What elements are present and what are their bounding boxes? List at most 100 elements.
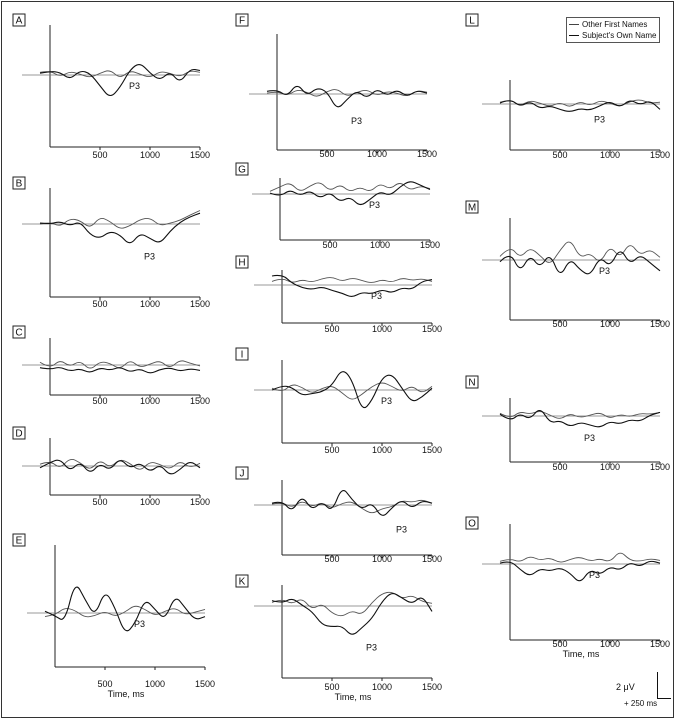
x-tick-label-o-1000: 1000	[600, 639, 620, 649]
series-subjects-own-name-m	[499, 251, 661, 275]
series-other-first-names-j	[271, 499, 433, 514]
x-tick-label-h-1000: 1000	[372, 324, 392, 334]
x-tick-label-m-500: 500	[552, 319, 567, 329]
panel-label-box-h	[235, 255, 249, 269]
x-tick-label-e-1000: 1000	[145, 679, 165, 689]
x-tick-label-c-500: 500	[92, 396, 107, 406]
p3-label-e: P3	[134, 619, 145, 629]
panel-n: N 500 1000 1500 P3	[465, 375, 670, 472]
x-tick-label-l-1000: 1000	[600, 150, 620, 160]
series-subjects-own-name-o	[499, 560, 661, 582]
panel-label-l: L	[469, 16, 475, 27]
panel-label-box-e	[12, 533, 26, 547]
x-tick-label-f-1000: 1000	[367, 149, 387, 159]
x-tick-label-a-1000: 1000	[140, 150, 160, 160]
series-subjects-own-name-k	[271, 592, 433, 635]
x-tick-label-g-500: 500	[322, 240, 337, 250]
x-tick-label-h-500: 500	[324, 324, 339, 334]
x-tick-label-n-1500: 1500	[650, 462, 670, 472]
x-tick-label-l-500: 500	[552, 150, 567, 160]
panel-a: A 500 1000 1500 P3	[12, 13, 210, 160]
x-tick-label-f-500: 500	[319, 149, 334, 159]
legend-label-subjects-own-name: Subject's Own Name	[582, 31, 657, 40]
series-other-first-names-m	[499, 241, 661, 263]
series-subjects-own-name-b	[39, 212, 201, 244]
series-subjects-own-name-d	[39, 459, 201, 475]
x-tick-label-b-1000: 1000	[140, 299, 160, 309]
panel-m: M 500 1000 1500 P3	[465, 200, 670, 329]
series-other-first-names-f	[266, 89, 428, 97]
series-subjects-own-name-c	[39, 367, 201, 374]
panel-label-j: J	[240, 469, 245, 480]
x-tick-label-m-1500: 1500	[650, 319, 670, 329]
p3-label-a: P3	[129, 81, 140, 91]
p3-label-b: P3	[144, 252, 155, 262]
x-tick-label-j-500: 500	[324, 554, 339, 564]
series-other-first-names-k	[271, 591, 433, 617]
series-other-first-names-e	[44, 605, 206, 618]
panel-label-box-o	[465, 516, 479, 530]
panel-label-box-j	[235, 466, 249, 480]
x-tick-label-l-1500: 1500	[650, 150, 670, 160]
x-tick-label-h-1500: 1500	[422, 324, 442, 334]
p3-label-f: P3	[351, 116, 362, 126]
panel-l: L 500 1000 1500 P3	[465, 13, 670, 160]
legend-swatch-subjects-own-name	[569, 35, 579, 37]
scale-bar-voltage-label: 2 μV	[616, 682, 635, 692]
panel-g: G 500 1000 1500 P3	[235, 162, 440, 250]
series-other-first-names-g	[269, 182, 431, 192]
x-tick-label-d-1000: 1000	[140, 497, 160, 507]
panel-label-b: B	[16, 179, 23, 190]
panel-label-a: A	[16, 16, 23, 27]
p3-label-n: P3	[584, 433, 595, 443]
series-subjects-own-name-l	[499, 100, 661, 112]
x-tick-label-a-1500: 1500	[190, 150, 210, 160]
panel-label-g: G	[238, 165, 246, 176]
panel-label-box-l	[465, 13, 479, 27]
panel-label-box-c	[12, 325, 26, 339]
x-tick-label-n-1000: 1000	[600, 462, 620, 472]
x-tick-label-c-1500: 1500	[190, 396, 210, 406]
scale-bar-time-label: + 250 ms	[624, 699, 658, 708]
panel-label-box-b	[12, 176, 26, 190]
legend: Other First Names Subject's Own Name	[566, 17, 660, 43]
series-subjects-own-name-g	[269, 181, 431, 206]
x-tick-label-o-500: 500	[552, 639, 567, 649]
x-tick-label-e-500: 500	[97, 679, 112, 689]
panel-j: J 500 1000 1500 P3	[235, 466, 442, 564]
p3-label-o: P3	[589, 570, 600, 580]
legend-label-other-first-names: Other First Names	[582, 20, 648, 29]
series-subjects-own-name-a	[39, 64, 201, 97]
panel-label-box-n	[465, 375, 479, 389]
x-tick-label-e-1500: 1500	[195, 679, 215, 689]
scale-bar-horizontal	[657, 698, 671, 699]
panel-c: C 500 1000 1500	[12, 325, 210, 406]
x-axis-title-o: Time, ms	[563, 649, 600, 659]
p3-label-m: P3	[599, 266, 610, 276]
x-tick-label-k-500: 500	[324, 682, 339, 692]
x-tick-label-g-1000: 1000	[370, 240, 390, 250]
series-other-first-names-o	[499, 552, 661, 563]
x-tick-label-b-500: 500	[92, 299, 107, 309]
x-tick-label-f-1500: 1500	[417, 149, 437, 159]
series-other-first-names-b	[39, 210, 201, 229]
x-tick-label-i-500: 500	[324, 445, 339, 455]
scale-bar: 2 μV + 250 ms	[604, 668, 672, 712]
legend-swatch-other-first-names	[569, 24, 579, 26]
panel-o: O 500 1000 1500 P3 Time, ms	[465, 516, 670, 659]
panel-label-k: K	[239, 577, 246, 588]
panel-label-n: N	[468, 378, 475, 389]
x-tick-label-d-1500: 1500	[190, 497, 210, 507]
panel-label-m: M	[468, 203, 476, 214]
series-subjects-own-name-f	[266, 85, 428, 108]
panel-label-d: D	[15, 429, 22, 440]
panel-e: E 500 1000 1500 P3 Time, ms	[12, 533, 215, 699]
panel-label-box-a	[12, 13, 26, 27]
x-tick-label-g-1500: 1500	[420, 240, 440, 250]
x-tick-label-o-1500: 1500	[650, 639, 670, 649]
scale-bar-vertical	[657, 672, 658, 698]
x-tick-label-n-500: 500	[552, 462, 567, 472]
x-tick-label-k-1500: 1500	[422, 682, 442, 692]
